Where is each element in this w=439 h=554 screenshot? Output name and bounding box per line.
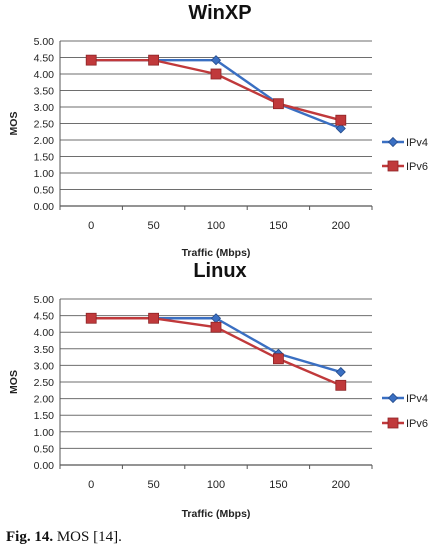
linux-y-tick-label: 0.50 <box>34 443 55 455</box>
linux-y-tick-label: 4.00 <box>34 327 55 339</box>
winxp-y-tick-label: 1.00 <box>34 168 55 180</box>
winxp-x-axis-label: Traffic (Mbps) <box>182 247 251 259</box>
linux-ipv6-point <box>272 353 284 365</box>
winxp-x-tick-label: 50 <box>147 220 159 232</box>
linux-legend-ipv4-label: IPv4 <box>406 393 428 405</box>
winxp-y-tick-label: 5.00 <box>34 36 55 48</box>
linux-y-tick-label: 2.50 <box>34 377 55 389</box>
winxp-ipv6-point <box>85 54 97 66</box>
winxp-y-tick-label: 0.50 <box>34 185 55 197</box>
linux-ipv6-point <box>85 312 97 324</box>
winxp-ipv6-point <box>272 98 284 110</box>
linux-ipv4-point <box>335 366 346 378</box>
linux-y-tick-label: 4.50 <box>34 311 55 323</box>
winxp-y-tick-label: 2.50 <box>34 119 55 131</box>
winxp-y-tick-label: 1.50 <box>34 152 55 164</box>
winxp-legend-ipv4-marker <box>387 136 399 148</box>
linux-x-tick-label: 150 <box>269 479 287 491</box>
winxp-ipv4-point <box>335 123 346 134</box>
linux-x-tick-label: 50 <box>147 479 159 491</box>
linux-y-tick-label: 0.00 <box>34 460 55 472</box>
winxp-x-tick-label: 0 <box>88 220 94 232</box>
linux-x-tick-label: 0 <box>88 479 94 491</box>
winxp-x-tick-label: 100 <box>207 220 225 232</box>
winxp-chart-title: WinXP <box>188 2 251 24</box>
linux-legend-ipv6-marker <box>387 417 399 429</box>
linux-y-tick-label: 1.00 <box>34 427 55 439</box>
caption-text: MOS [14]. <box>53 529 122 545</box>
winxp-ipv4-point <box>210 55 222 66</box>
winxp-y-tick-label: 3.00 <box>34 102 55 114</box>
winxp-ipv6-point <box>148 54 160 66</box>
linux-y-tick-label: 3.50 <box>34 344 55 356</box>
linux-x-tick-label: 100 <box>207 479 225 491</box>
linux-y-tick-label: 5.00 <box>34 294 55 306</box>
figure: WinXP 5.00 4.50 4.00 3.50 3.00 2.50 2.00 1.50 1.0… <box>8 2 428 520</box>
linux-x-tick-label: 200 <box>332 479 350 491</box>
linux-y-tick-label: 2.00 <box>34 394 55 406</box>
linux-ipv6-point <box>148 312 160 324</box>
winxp-y-tick-label: 4.00 <box>34 69 55 81</box>
linux-ipv6-point <box>210 321 222 333</box>
caption-label: Fig. 14. <box>6 529 54 545</box>
winxp-y-tick-label: 2.00 <box>34 135 55 147</box>
linux-ipv6-point <box>335 379 347 391</box>
winxp-y-tick-label: 4.50 <box>34 53 55 65</box>
linux-chart-title: Linux <box>193 260 246 282</box>
linux-y-tick-label: 1.50 <box>34 410 55 422</box>
figure-caption: Fig. 14. MOS [14]. <box>6 529 122 546</box>
winxp-y-axis-label: MOS <box>8 112 20 136</box>
winxp-x-tick-label: 150 <box>269 220 287 232</box>
winxp-legend-ipv6-marker <box>387 160 399 172</box>
linux-x-axis-label: Traffic (Mbps) <box>182 508 251 520</box>
winxp-legend-ipv4-label: IPv4 <box>406 137 428 149</box>
linux-y-axis-label: MOS <box>8 370 20 394</box>
winxp-x-tick-label: 200 <box>332 220 350 232</box>
linux-legend-ipv6-label: IPv6 <box>406 418 428 430</box>
linux-y-tick-label: 3.00 <box>34 360 55 372</box>
winxp-y-tick-label: 0.00 <box>34 201 55 213</box>
linux-legend-ipv4-marker <box>387 392 399 404</box>
winxp-y-tick-label: 3.50 <box>34 86 55 98</box>
winxp-legend-ipv6-label: IPv6 <box>406 161 428 173</box>
winxp-ipv6-point <box>335 114 347 126</box>
winxp-ipv6-point <box>210 68 222 80</box>
